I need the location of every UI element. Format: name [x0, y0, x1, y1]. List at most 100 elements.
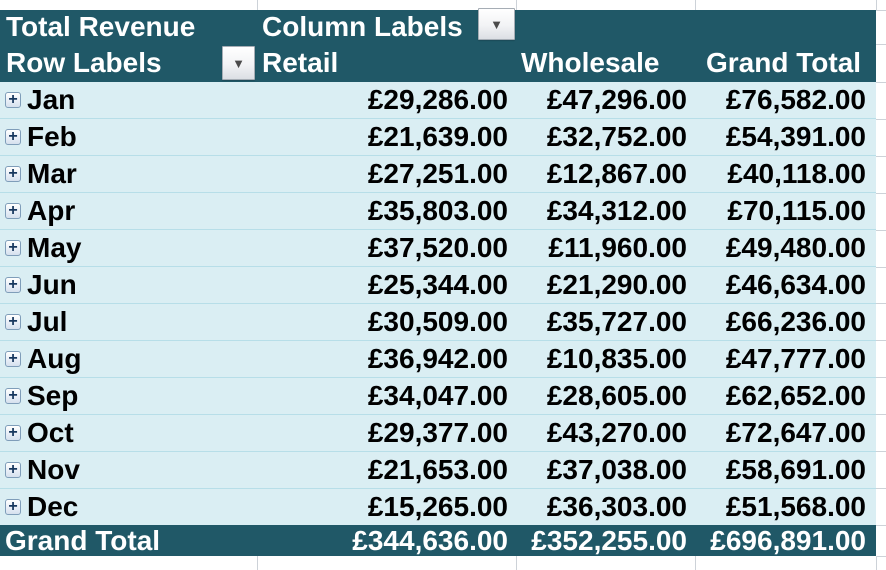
- cell-retail[interactable]: £27,251.00: [367, 158, 508, 189]
- gridline: [876, 44, 886, 45]
- plus-icon: +: [8, 164, 18, 182]
- cell-retail[interactable]: £21,639.00: [367, 121, 508, 152]
- row-label: Dec: [27, 491, 79, 522]
- row-label-cell[interactable]: + Jul: [0, 306, 257, 338]
- gridline: [516, 556, 517, 570]
- row-label-cell[interactable]: + Aug: [0, 343, 257, 375]
- expand-button[interactable]: +: [5, 498, 21, 515]
- cell-grand-total[interactable]: £70,115.00: [727, 195, 866, 226]
- row-label-cell[interactable]: + Jun: [0, 269, 257, 301]
- grand-total-total[interactable]: £696,891.00: [710, 525, 866, 556]
- cell-wholesale[interactable]: £32,752.00: [546, 121, 687, 152]
- table-row: + Jun £25,344.00 £21,290.00 £46,634.00: [0, 267, 876, 304]
- grand-total-row: Grand Total £344,636.00 £352,255.00 £696…: [0, 525, 876, 556]
- grand-total-wholesale[interactable]: £352,255.00: [531, 525, 687, 556]
- row-label: Jul: [27, 306, 68, 337]
- expand-button[interactable]: +: [5, 164, 21, 182]
- gridline: [876, 377, 886, 378]
- row-label: Sep: [27, 380, 79, 411]
- row-label: Feb: [27, 121, 77, 152]
- column-labels-filter-button[interactable]: ▼: [478, 8, 515, 40]
- cell-retail[interactable]: £15,265.00: [367, 491, 508, 522]
- plus-icon: +: [8, 386, 18, 404]
- cell-wholesale[interactable]: £11,960.00: [548, 232, 687, 263]
- gridline: [876, 525, 886, 526]
- cell-wholesale[interactable]: £34,312.00: [546, 195, 687, 226]
- cell-wholesale[interactable]: £47,296.00: [546, 84, 687, 115]
- cell-retail[interactable]: £36,942.00: [367, 343, 508, 374]
- table-row: + Aug £36,942.00 £10,835.00 £47,777.00: [0, 341, 876, 378]
- cell-grand-total[interactable]: £58,691.00: [725, 454, 866, 485]
- cell-grand-total[interactable]: £51,568.00: [725, 491, 866, 522]
- pivot-title-cell[interactable]: Total Revenue: [6, 11, 196, 42]
- cell-wholesale[interactable]: £36,303.00: [546, 491, 687, 522]
- cell-grand-total[interactable]: £46,634.00: [725, 269, 866, 300]
- gridline: [257, 0, 258, 10]
- row-label-cell[interactable]: + Jan: [0, 84, 257, 116]
- column-header-retail[interactable]: Retail: [262, 47, 339, 78]
- expand-button[interactable]: +: [5, 201, 21, 219]
- cell-retail[interactable]: £37,520.00: [367, 232, 508, 263]
- gridline: [876, 193, 886, 194]
- cell-retail[interactable]: £21,653.00: [367, 454, 508, 485]
- cell-retail[interactable]: £29,286.00: [367, 84, 508, 115]
- cell-grand-total[interactable]: £54,391.00: [725, 121, 866, 152]
- cell-retail[interactable]: £30,509.00: [367, 306, 508, 337]
- cell-grand-total[interactable]: £66,236.00: [725, 306, 866, 337]
- table-row: + Jan £29,286.00 £47,296.00 £76,582.00: [0, 82, 876, 119]
- cell-grand-total[interactable]: £49,480.00: [725, 232, 866, 263]
- cell-wholesale[interactable]: £12,867.00: [546, 158, 687, 189]
- cell-wholesale[interactable]: £43,270.00: [546, 417, 687, 448]
- cell-wholesale[interactable]: £37,038.00: [546, 454, 687, 485]
- cell-grand-total[interactable]: £72,647.00: [725, 417, 866, 448]
- gridline: [876, 488, 886, 489]
- row-label-cell[interactable]: + May: [0, 232, 257, 264]
- cell-wholesale[interactable]: £21,290.00: [546, 269, 687, 300]
- expand-button[interactable]: +: [5, 313, 21, 330]
- expand-button[interactable]: +: [5, 239, 21, 256]
- row-label-cell[interactable]: + Sep: [0, 380, 257, 412]
- cell-grand-total[interactable]: £40,118.00: [727, 158, 866, 189]
- plus-icon: +: [8, 201, 18, 219]
- expand-button[interactable]: +: [5, 461, 21, 478]
- expand-button[interactable]: +: [5, 276, 21, 293]
- cell-grand-total[interactable]: £76,582.00: [725, 84, 866, 115]
- cell-retail[interactable]: £35,803.00: [367, 195, 508, 226]
- row-labels-cell[interactable]: Row Labels: [6, 47, 162, 78]
- expand-button[interactable]: +: [5, 386, 21, 404]
- row-labels-filter-button[interactable]: ▼: [222, 46, 255, 80]
- row-label: Oct: [27, 417, 74, 448]
- column-header-wholesale[interactable]: Wholesale: [521, 47, 660, 78]
- grand-total-label-cell[interactable]: Grand Total: [0, 525, 257, 556]
- gridline: [876, 340, 886, 341]
- gridline: [876, 156, 886, 157]
- column-header-grand-total[interactable]: Grand Total: [706, 47, 862, 78]
- table-row: + Feb £21,639.00 £32,752.00 £54,391.00: [0, 119, 876, 156]
- cell-grand-total[interactable]: £47,777.00: [725, 343, 866, 374]
- cell-wholesale[interactable]: £10,835.00: [546, 343, 687, 374]
- row-label-cell[interactable]: + Feb: [0, 121, 257, 153]
- row-label-cell[interactable]: + Dec: [0, 491, 257, 523]
- expand-button[interactable]: +: [5, 350, 21, 367]
- cell-grand-total[interactable]: £62,652.00: [725, 380, 866, 411]
- grand-total-retail[interactable]: £344,636.00: [352, 525, 508, 556]
- filter-dropdown-icon: ▼: [232, 55, 245, 71]
- row-label-cell[interactable]: + Apr: [0, 195, 257, 227]
- expand-button[interactable]: +: [5, 128, 21, 145]
- expand-button[interactable]: +: [5, 424, 21, 441]
- row-label-cell[interactable]: + Oct: [0, 417, 257, 449]
- cell-retail[interactable]: £29,377.00: [367, 417, 508, 448]
- gridline: [876, 82, 886, 83]
- cell-retail[interactable]: £34,047.00: [367, 380, 508, 411]
- cell-wholesale[interactable]: £28,605.00: [546, 380, 687, 411]
- cell-retail[interactable]: £25,344.00: [367, 269, 508, 300]
- expand-button[interactable]: +: [5, 91, 21, 108]
- table-row: + Jul £30,509.00 £35,727.00 £66,236.00: [0, 304, 876, 341]
- column-labels-cell[interactable]: Column Labels: [262, 11, 463, 42]
- row-label-cell[interactable]: + Nov: [0, 454, 257, 486]
- row-label: Apr: [27, 195, 76, 226]
- cell-wholesale[interactable]: £35,727.00: [546, 306, 687, 337]
- row-label-cell[interactable]: + Mar: [0, 158, 257, 190]
- gridline: [876, 556, 877, 570]
